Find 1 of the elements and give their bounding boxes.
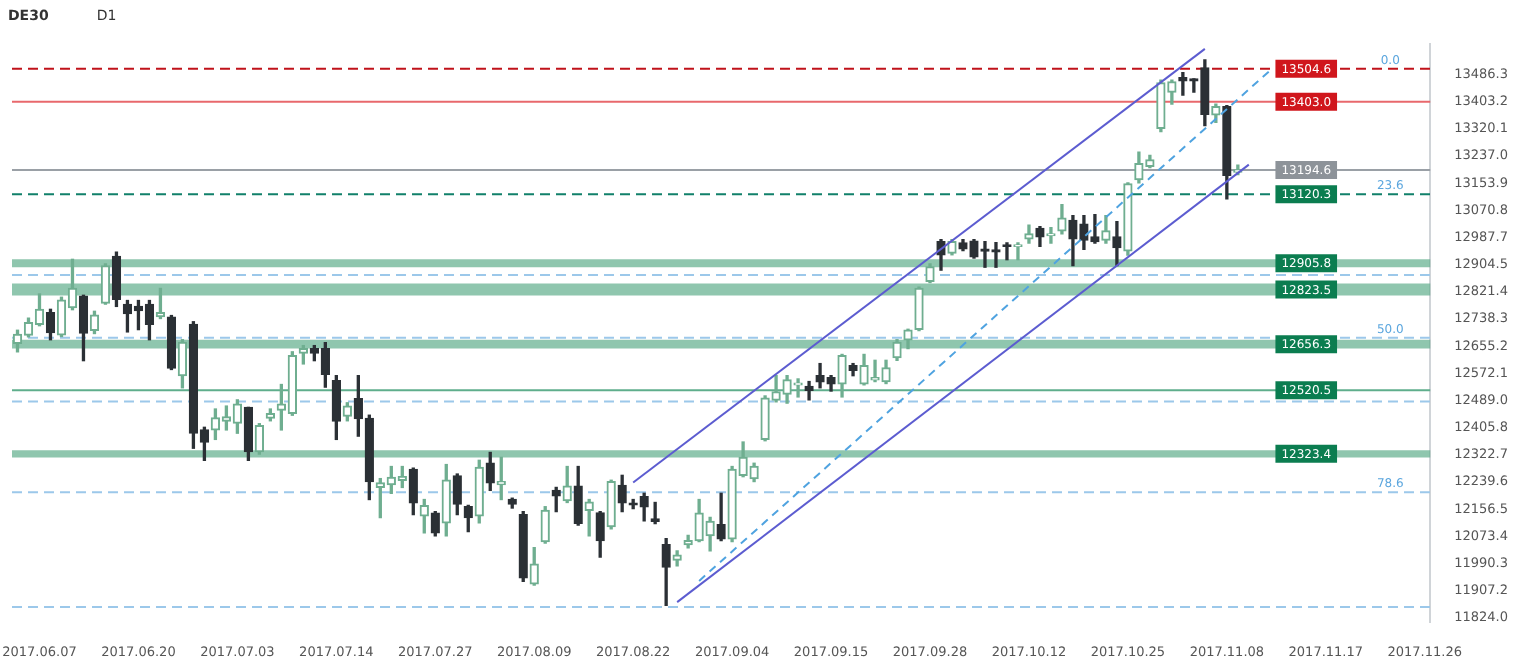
candlestick xyxy=(650,501,660,525)
